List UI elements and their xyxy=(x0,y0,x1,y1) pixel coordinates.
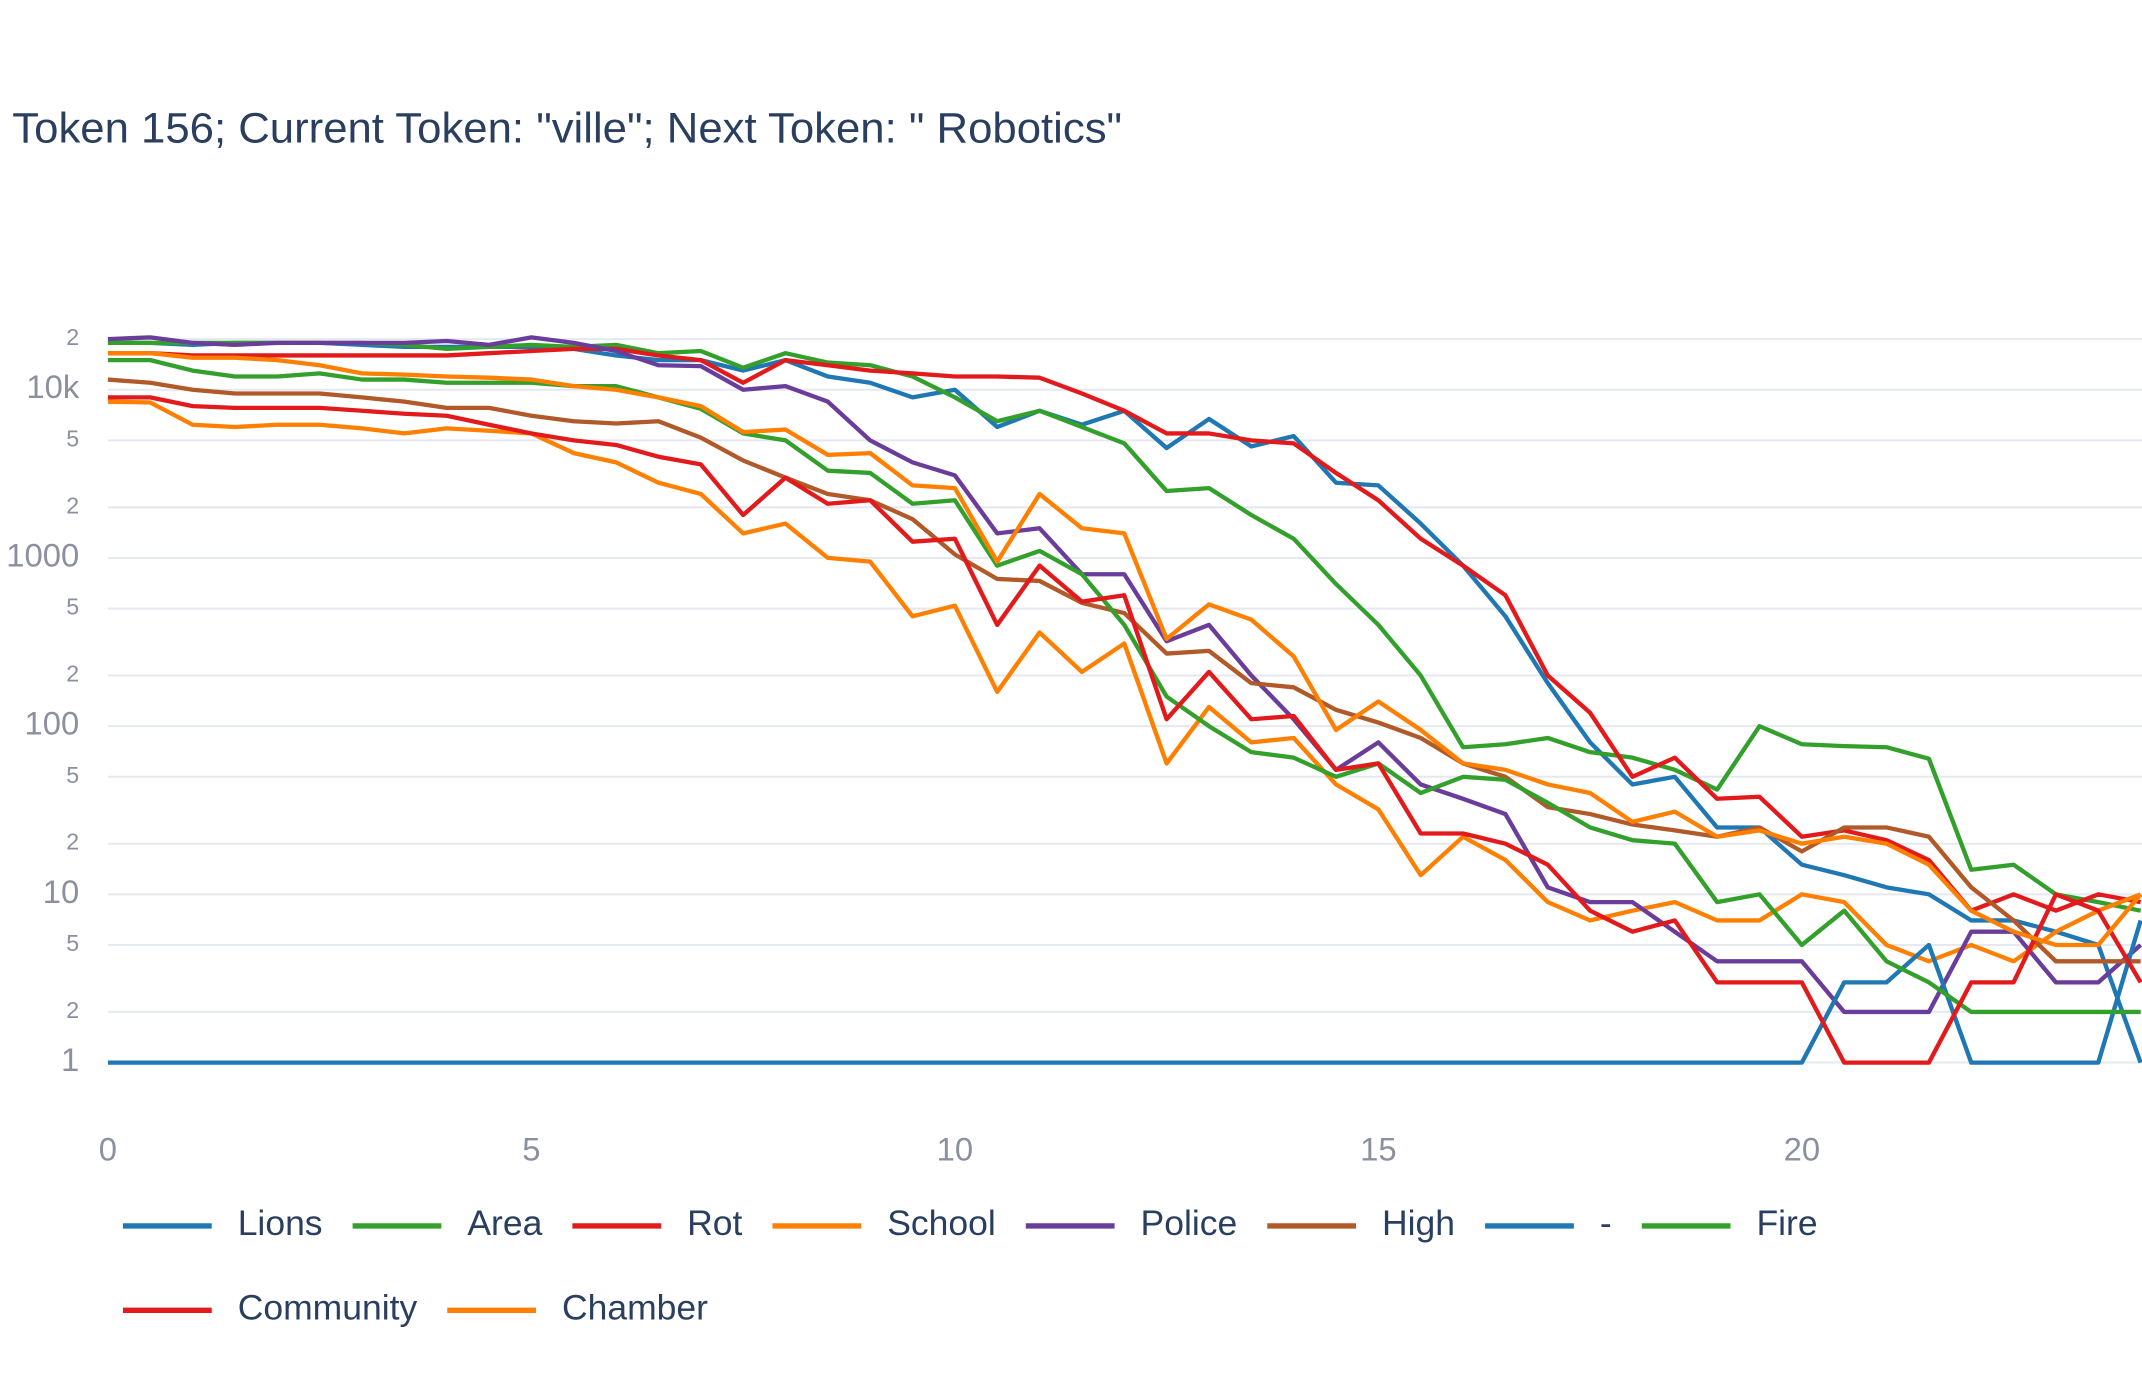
legend-label: Rot xyxy=(687,1204,742,1243)
series-line xyxy=(107,351,2142,948)
series-line xyxy=(107,340,2142,1064)
series-line xyxy=(107,377,2141,964)
x-tick-label: 20 xyxy=(1784,1132,1820,1168)
series-line xyxy=(107,919,2142,1065)
legend-item: High xyxy=(1267,1204,1455,1243)
legend-label: High xyxy=(1382,1204,1455,1243)
legend-label: Area xyxy=(467,1204,542,1243)
legend-item: School xyxy=(772,1204,996,1243)
series-line xyxy=(107,395,2142,1065)
legend-item: Fire xyxy=(1641,1204,1818,1243)
legend-item: Chamber xyxy=(447,1289,708,1328)
x-tick-label: 0 xyxy=(99,1132,117,1168)
y-tick-label: 2 xyxy=(66,324,79,350)
x-tick-label: 10 xyxy=(937,1132,973,1168)
chart-title: Token 156; Current Token: "ville"; Next … xyxy=(12,105,1122,153)
legend-item: Rot xyxy=(572,1204,743,1243)
y-tick-label: 2 xyxy=(66,829,79,855)
legend: Lions Area Rot School Police High - Fire Communi… xyxy=(122,1204,1818,1328)
y-tick-label: 1000 xyxy=(6,538,79,574)
y-tick-label: 1 xyxy=(61,1042,79,1078)
series-line xyxy=(107,357,2141,1015)
y-tick-label: 5 xyxy=(66,762,79,788)
legend-label: Community xyxy=(238,1289,418,1328)
y-tick-label: 5 xyxy=(66,426,79,452)
legend-label: Chamber xyxy=(562,1289,708,1328)
y-tick-label: 5 xyxy=(66,930,79,956)
series-line xyxy=(107,335,2142,1015)
series-line xyxy=(107,340,2142,913)
y-tick-label: 2 xyxy=(66,997,79,1023)
legend-item: - xyxy=(1485,1204,1612,1243)
x-tick-label: 15 xyxy=(1360,1132,1396,1168)
y-tick-label: 10 xyxy=(43,874,79,910)
x-tick-label: 5 xyxy=(522,1132,540,1168)
series-line xyxy=(107,346,2142,913)
y-tick-label: 2 xyxy=(66,493,79,519)
legend-label: Police xyxy=(1141,1204,1238,1243)
y-tick-label: 100 xyxy=(25,706,80,742)
legend-item: Police xyxy=(1025,1204,1238,1243)
legend-item: Community xyxy=(122,1289,418,1328)
legend-label: School xyxy=(887,1204,996,1243)
series-line xyxy=(107,399,2142,964)
plot-area xyxy=(107,335,2142,1065)
legend-label: Fire xyxy=(1756,1204,1817,1243)
y-tick-label: 5 xyxy=(66,594,79,620)
y-tick-label: 10k xyxy=(26,370,80,406)
legend-label: - xyxy=(1600,1204,1612,1243)
legend-label: Lions xyxy=(238,1204,323,1243)
legend-item: Area xyxy=(352,1204,543,1243)
y-tick-label: 2 xyxy=(66,661,79,687)
legend-item: Lions xyxy=(122,1204,323,1243)
